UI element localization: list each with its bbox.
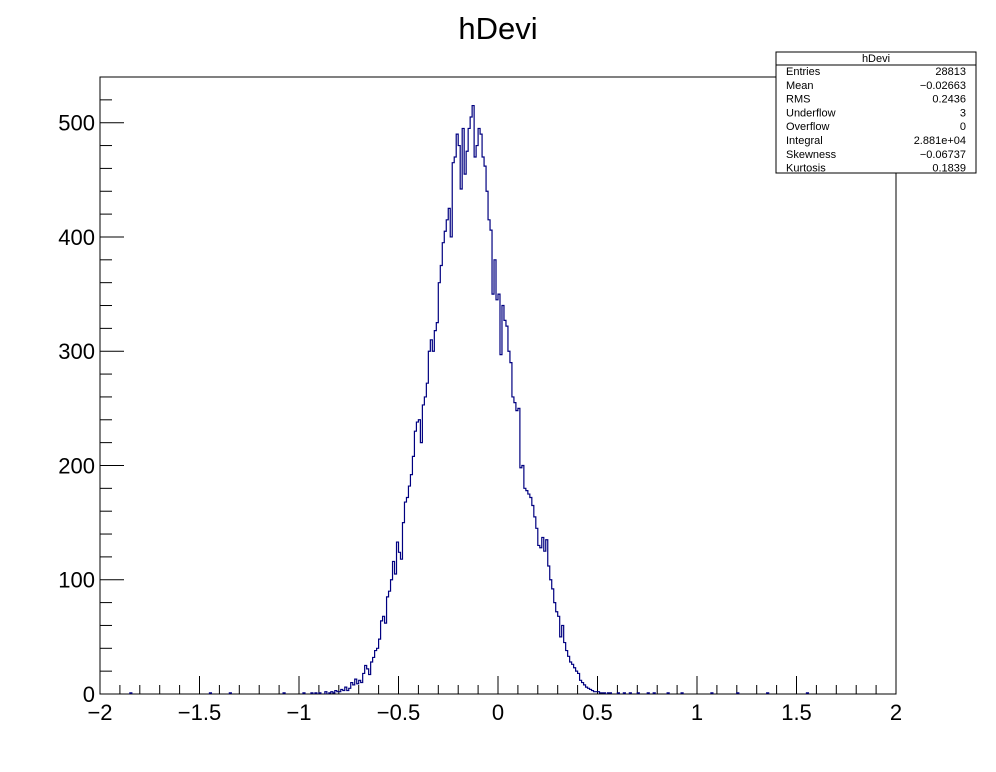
y-tick-label: 200: [58, 453, 95, 478]
stats-box: hDevi Entries 28813 Mean −0.02663 RMS 0.2436 U…: [775, 51, 977, 175]
stats-row-value: −0.02663: [920, 80, 966, 92]
histogram-outline: [129, 104, 810, 694]
stats-box-frame: [775, 51, 977, 174]
stats-row-label: RMS: [786, 94, 810, 106]
x-tick-label: −0.5: [377, 700, 420, 725]
stats-row-label: Skewness: [786, 149, 837, 161]
histogram-series: [129, 104, 810, 694]
stats-row-value: 0.1839: [932, 163, 966, 175]
stats-row-label: Overflow: [786, 121, 829, 133]
x-tick-label: 2: [890, 700, 902, 725]
y-tick-label: 500: [58, 111, 95, 136]
y-tick-label: 0: [83, 682, 95, 707]
stats-title: hDevi: [862, 53, 890, 65]
chart-title: hDevi: [458, 11, 537, 46]
x-tick-label: −1.5: [178, 700, 221, 725]
stats-row-label: Kurtosis: [786, 163, 826, 175]
y-tick-label: 400: [58, 225, 95, 250]
axis-ticks: [99, 76, 897, 695]
x-tick-label: 0: [492, 700, 504, 725]
x-tick-label: 0.5: [582, 700, 613, 725]
stats-rows: Entries 28813 Mean −0.02663 RMS 0.2436 Underfl…: [786, 66, 966, 175]
stats-row-label: Entries: [786, 66, 821, 78]
stats-row-value: −0.06737: [920, 149, 966, 161]
y-tick-label: 300: [58, 339, 95, 364]
stats-row-value: 0.2436: [932, 94, 966, 106]
x-tick-label: 1: [691, 700, 703, 725]
stats-row-value: 2.881e+04: [914, 135, 966, 147]
x-tick-label: −1: [286, 700, 311, 725]
stats-row-label: Mean: [786, 80, 814, 92]
stats-row-label: Underflow: [786, 107, 836, 119]
stats-row-label: Integral: [786, 135, 823, 147]
axis-tick-labels: −2 −1.5 −1 −0.5 0 0.5 1 1.5 2 0 100 200 300 400 500: [58, 111, 902, 725]
y-tick-label: 100: [58, 568, 95, 593]
x-tick-label: −2: [87, 700, 112, 725]
stats-row-value: 0: [960, 121, 966, 133]
stats-row-value: 28813: [935, 66, 966, 78]
stats-row-value: 3: [960, 107, 966, 119]
x-tick-label: 1.5: [781, 700, 812, 725]
